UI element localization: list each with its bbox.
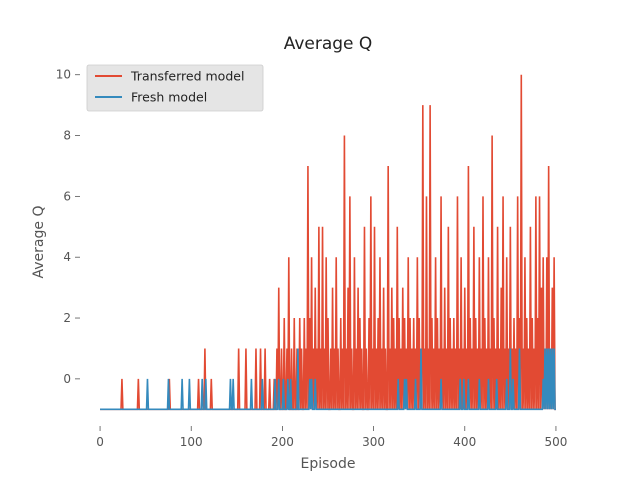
y-axis: 0 2 4 6 8 10	[56, 68, 80, 386]
x-axis: 0 100 200 300 400 500	[96, 426, 567, 449]
legend-label-fresh: Fresh model	[131, 90, 207, 105]
x-tick-label: 200	[271, 435, 294, 449]
series-line-transferred-model	[100, 74, 556, 411]
series-line-fresh-model	[100, 348, 556, 411]
x-tick-label: 100	[180, 435, 203, 449]
y-tick-label: 6	[63, 189, 71, 203]
y-tick-label: 2	[63, 311, 71, 325]
x-tick-label: 500	[544, 435, 567, 449]
x-axis-label: Episode	[301, 456, 356, 472]
x-tick-label: 300	[362, 435, 385, 449]
chart-title: Average Q	[284, 34, 373, 54]
y-tick-label: 4	[63, 250, 71, 264]
y-tick-label: 8	[63, 129, 71, 143]
plot-area	[100, 74, 556, 411]
legend-box	[86, 64, 264, 112]
y-tick-label: 0	[63, 372, 71, 386]
legend-label-transferred: Transferred model	[130, 69, 244, 84]
legend: Transferred model Fresh model	[86, 64, 264, 112]
y-tick-label: 10	[56, 68, 71, 82]
x-tick-label: 0	[96, 435, 104, 449]
y-axis-label: Average Q	[31, 206, 47, 279]
x-tick-label: 400	[453, 435, 476, 449]
